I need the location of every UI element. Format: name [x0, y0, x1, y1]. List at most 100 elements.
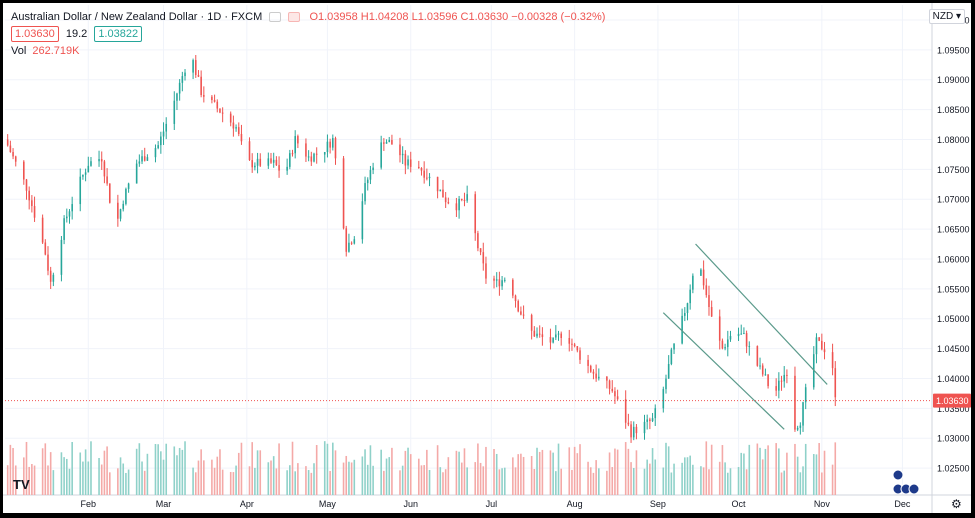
candle-body [498, 279, 501, 287]
candle-body [125, 188, 127, 204]
chart-pane[interactable]: 1.100001.095001.090001.085001.080001.075… [3, 3, 971, 513]
volume-bar [549, 450, 552, 495]
y-tick-label: 1.09500 [937, 45, 970, 55]
volume-bar [606, 470, 608, 495]
volume-bar [82, 461, 84, 495]
candle-body [759, 365, 761, 367]
volume-bar [192, 467, 194, 495]
candle-body [143, 156, 146, 161]
candle-body [334, 138, 337, 159]
candle-body [194, 60, 197, 75]
symbol-title[interactable]: Australian Dollar / New Zealand Dollar ·… [11, 11, 263, 23]
volume-bar [60, 452, 63, 495]
volume-bar [686, 457, 689, 495]
volume-bar [589, 467, 592, 495]
volume-bar [444, 469, 447, 495]
candle-body [479, 248, 482, 253]
volume-bar [79, 452, 82, 495]
volume-bar [162, 459, 165, 495]
y-tick-label: 1.02500 [937, 464, 970, 474]
volume-bar [823, 450, 826, 495]
candle-body [512, 279, 514, 296]
candle-body [541, 334, 544, 338]
volume-bar [404, 450, 407, 495]
candle-body [31, 200, 33, 207]
candle-body [297, 136, 299, 144]
volume-bar [409, 454, 412, 495]
volume-bar [673, 463, 675, 495]
volume-bar [383, 470, 385, 495]
candle-body [47, 254, 49, 271]
candle-body [794, 375, 796, 430]
last-price-tag [933, 393, 971, 408]
volume-bar [63, 457, 65, 495]
bid-price[interactable]: 1.03630 [11, 26, 59, 42]
candle-body [439, 189, 442, 192]
candle-body [745, 333, 748, 347]
volume-bar [821, 472, 823, 495]
candle-body [98, 159, 100, 162]
candle-body [232, 122, 235, 129]
volume-bar [420, 465, 423, 495]
candle-body [305, 143, 307, 157]
candle-body [372, 167, 374, 171]
volume-bar [780, 472, 783, 495]
volume-bar [348, 461, 350, 495]
volume-bar [651, 448, 654, 495]
volume-bar [536, 447, 538, 495]
candle-body [455, 203, 458, 211]
volume-bar [197, 460, 200, 495]
legend-toggle-icon[interactable] [269, 12, 282, 23]
ask-price[interactable]: 1.03822 [94, 26, 143, 42]
volume-bar [560, 468, 562, 495]
candle-body [560, 333, 562, 338]
volume-bar [323, 441, 326, 495]
candle-body [254, 165, 256, 168]
volume-bar [466, 467, 468, 495]
volume-bar [219, 449, 221, 495]
volume-bar [767, 445, 769, 495]
volume-bar [122, 463, 125, 495]
y-tick-label: 1.03000 [937, 434, 970, 444]
candle-body [162, 131, 165, 137]
volume-bar [689, 455, 691, 495]
volume-bar [25, 441, 28, 495]
volume-bar [240, 442, 243, 495]
volume-bar [235, 465, 237, 495]
volume-bar [326, 443, 329, 495]
candle-body [643, 421, 646, 434]
volume-bar [138, 443, 141, 495]
candle-body [726, 339, 729, 348]
volume-bar [143, 470, 146, 495]
volume-bar [786, 452, 788, 495]
candle-body [270, 158, 272, 163]
bid-ask-row: 1.03630 19.2 1.03822 [11, 26, 143, 42]
price-chart[interactable]: 1.100001.095001.090001.085001.080001.075… [3, 3, 971, 513]
candle-body [595, 373, 597, 379]
currency-selector[interactable]: NZD ▾ [928, 9, 965, 24]
volume-bar [399, 470, 401, 495]
volume-bar [447, 457, 450, 495]
candle-body [579, 350, 581, 360]
candle-body [665, 378, 667, 390]
candle-body [442, 189, 444, 198]
volume-bar [614, 448, 616, 495]
legend-color-icon[interactable] [288, 12, 301, 23]
candle-body [380, 142, 382, 168]
volume-bar [718, 461, 721, 495]
volume-bar [721, 445, 724, 495]
x-tick-label: Aug [567, 499, 583, 509]
candle-body [775, 386, 777, 391]
candle-body [571, 343, 573, 345]
volume-bar [460, 462, 463, 495]
candle-body [237, 127, 240, 134]
candle-body [385, 142, 388, 144]
volume-bar [178, 447, 181, 495]
y-tick-label: 1.09000 [937, 75, 970, 85]
candle-body [28, 190, 30, 201]
candle-body [821, 340, 823, 350]
candle-body [552, 337, 554, 343]
volume-bar [305, 466, 307, 495]
volume-bar [41, 448, 44, 495]
gear-icon[interactable]: ⚙ [951, 497, 962, 511]
